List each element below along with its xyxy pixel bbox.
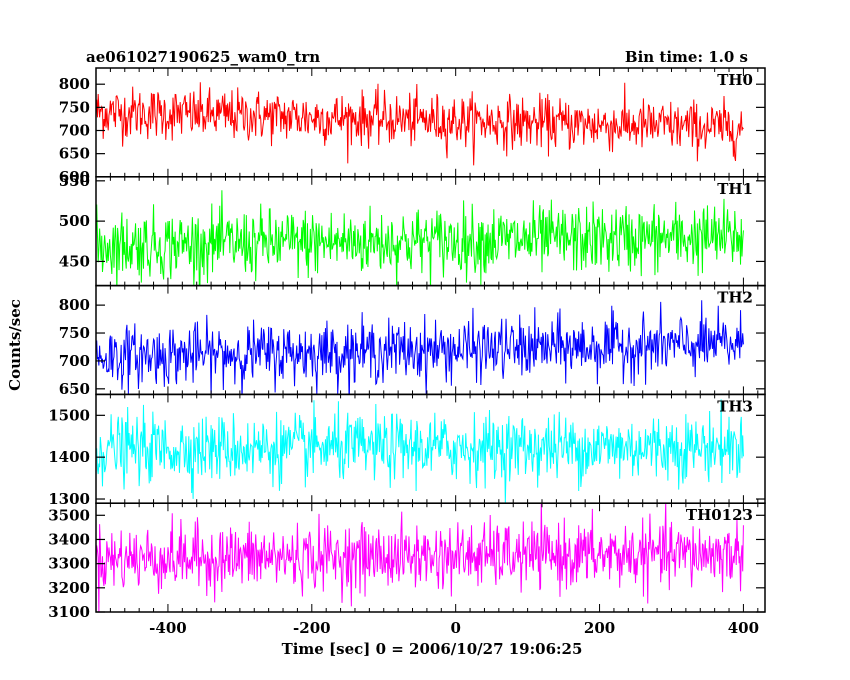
y-tick-label: 550 — [59, 172, 90, 190]
panel-label: TH0 — [717, 71, 753, 89]
panel-label: TH2 — [717, 289, 753, 307]
x-tick-label: 400 — [728, 619, 759, 637]
panel-th0: 600 650 700 750 800 TH0 — [59, 67, 766, 186]
y-tick-label: 650 — [59, 145, 90, 163]
y-tick-label: 3400 — [48, 530, 90, 548]
y-tick-label: 450 — [59, 252, 90, 270]
y-tick-label: 3100 — [48, 603, 90, 621]
panel-th2: 650 700 750 800 TH2 — [59, 284, 766, 398]
panels-group: 600 650 700 750 800 TH0 450 500 550 TH1 650 700 750 8… — [48, 67, 766, 637]
panel-th0123: 3100 3200 3300 3400 3500 TH0123 — [48, 502, 766, 621]
y-tick-label: 750 — [59, 324, 90, 342]
y-axis-label: Counts/sec — [6, 299, 24, 391]
panel-th3: 1300 1400 1500 TH3 — [48, 393, 766, 508]
y-tick-label: 750 — [59, 98, 90, 116]
chart-title: ae061027190625_wam0_trn — [86, 48, 320, 66]
y-tick-label: 600 — [59, 168, 90, 186]
y-tick-label: 500 — [59, 212, 90, 230]
series-line-th3 — [96, 399, 744, 504]
y-tick-label: 650 — [59, 380, 90, 398]
x-axis-label: Time [sec] 0 = 2006/10/27 19:06:25 — [282, 640, 583, 658]
series-line-th2 — [96, 300, 744, 395]
y-tick-label: 800 — [59, 75, 90, 93]
x-tick-label: 0 — [450, 619, 460, 637]
y-tick-label: 1400 — [48, 448, 90, 466]
series-line-th0123 — [96, 503, 744, 613]
y-tick-label: 700 — [59, 352, 90, 370]
y-tick-label: 700 — [59, 122, 90, 140]
panel-label: TH1 — [717, 180, 753, 198]
x-tick-label: -200 — [293, 619, 331, 637]
y-tick-label: 3200 — [48, 579, 90, 597]
y-tick-label: 1300 — [48, 490, 90, 508]
bin-time-label: Bin time: 1.0 s — [625, 48, 748, 66]
panel-frame — [95, 502, 766, 613]
y-tick-label: 1500 — [48, 406, 90, 424]
y-tick-label: 3300 — [48, 555, 90, 573]
series-line-th0 — [96, 82, 744, 166]
y-tick-label: 800 — [59, 296, 90, 314]
panel-label: TH3 — [717, 397, 753, 415]
x-tick-label: -400 — [149, 619, 187, 637]
panel-th1: 450 500 550 TH1 — [59, 172, 766, 287]
y-tick-label: 3500 — [48, 506, 90, 524]
x-tick-label: 200 — [584, 619, 615, 637]
series-line-th1 — [96, 190, 744, 286]
panel-label: TH0123 — [686, 506, 753, 524]
